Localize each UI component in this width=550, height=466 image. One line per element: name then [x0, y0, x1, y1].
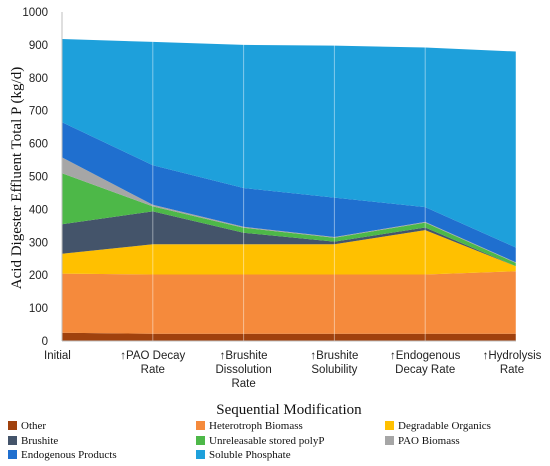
y-tick-label: 400 — [29, 204, 48, 216]
legend-label: PAO Biomass — [398, 435, 460, 447]
y-tick-label: 200 — [29, 270, 48, 282]
vertical-gridlines — [152, 12, 517, 341]
legend-item: Unreleasable stored polyP — [196, 435, 324, 447]
legend-item: Degradable Organics — [385, 420, 491, 432]
legend-label: Unreleasable stored polyP — [209, 435, 324, 447]
area-other — [62, 332, 516, 341]
y-tick-label: 1000 — [22, 7, 48, 19]
legend-label: Heterotroph Biomass — [209, 420, 303, 432]
area-endogenous-products — [62, 122, 516, 263]
y-tick-label: 500 — [29, 172, 48, 184]
legend-label: Brushite — [21, 435, 58, 447]
legend-swatch — [8, 436, 17, 445]
legend-swatch — [385, 421, 394, 430]
plot-area — [62, 39, 516, 341]
area-heterotroph-biomass — [62, 271, 516, 334]
area-brushite — [62, 211, 516, 267]
y-tick-label: 0 — [42, 336, 48, 348]
y-tick-labels: 0 100 200 300 400 500 600 700 800 900 1000 — [22, 7, 48, 348]
area-degradable-organics — [62, 230, 516, 275]
legend-swatch — [196, 450, 205, 459]
legend-label: Degradable Organics — [398, 420, 491, 432]
x-tick-label: Initial — [44, 350, 71, 362]
area-soluble-phosphate — [62, 39, 516, 248]
legend-item: Heterotroph Biomass — [196, 420, 303, 432]
x-tick-label: ↑Brushite Solubility — [310, 350, 358, 376]
axes — [61, 12, 516, 342]
legend-swatch — [385, 436, 394, 445]
x-tick-label: ↑PAO Decay Rate — [120, 350, 185, 376]
y-tick-label: 100 — [29, 303, 48, 315]
legend-swatch — [8, 421, 17, 430]
legend-label: Endogenous Products — [21, 449, 117, 461]
x-tick-labels: Initial ↑PAO Decay Rate ↑Brushite Dissolutio… — [44, 350, 542, 390]
legend-swatch — [8, 450, 17, 459]
legend-item: Other — [8, 420, 46, 432]
x-tick-label: ↑Hydrolysis Rate — [483, 350, 542, 376]
legend: Other Heterotroph Biomass Degradable Organ… — [8, 420, 491, 461]
legend-item: Brushite — [8, 435, 58, 447]
legend-label: Soluble Phosphate — [209, 449, 291, 461]
y-tick-label: 900 — [29, 40, 48, 52]
legend-item: Endogenous Products — [8, 449, 117, 461]
legend-swatch — [196, 421, 205, 430]
x-axis-title: Sequential Modification — [216, 402, 362, 418]
legend-item: PAO Biomass — [385, 435, 460, 447]
y-tick-label: 300 — [29, 237, 48, 249]
y-tick-label: 800 — [29, 73, 48, 85]
x-tick-label: ↑Endogenous Decay Rate — [390, 350, 461, 376]
y-axis-title: Acid Digester Effluent Total P (kg/d) — [9, 67, 25, 289]
y-tick-label: 600 — [29, 139, 48, 151]
y-tick-label: 700 — [29, 106, 48, 118]
legend-label: Other — [21, 420, 46, 432]
legend-swatch — [196, 436, 205, 445]
legend-item: Soluble Phosphate — [196, 449, 291, 461]
x-tick-label: ↑Brushite Dissolution Rate — [215, 350, 271, 390]
